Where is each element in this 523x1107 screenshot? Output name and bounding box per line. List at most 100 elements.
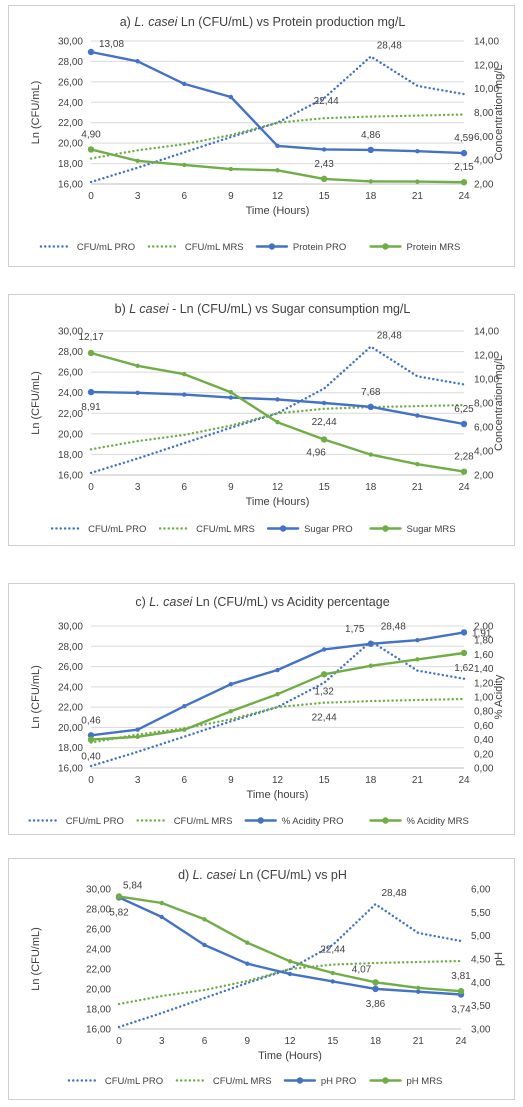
data-point <box>159 900 164 906</box>
y2-tick-label: 14,00 <box>474 327 499 338</box>
data-point <box>287 959 293 964</box>
x-tick-label: 21 <box>412 775 424 786</box>
data-point <box>367 640 374 647</box>
data-point <box>368 179 373 184</box>
y2-tick-label: 5,50 <box>471 908 491 919</box>
data-point <box>87 48 95 56</box>
series-line-cfu-ml-mrs <box>89 113 466 160</box>
y2-tick-label: 12,00 <box>474 351 499 362</box>
data-label: 1,32 <box>314 686 334 697</box>
data-point <box>275 667 280 673</box>
y-tick-label: 18,00 <box>58 743 83 754</box>
data-point <box>457 988 465 995</box>
y-tick-label: 28,00 <box>58 57 83 68</box>
legend-entry: % Acidity MRS <box>407 816 469 827</box>
y2-tick-label: 10,00 <box>474 84 499 95</box>
data-point <box>275 420 280 425</box>
data-label: 28,48 <box>377 41 402 52</box>
data-point <box>182 372 187 377</box>
y2-tick-label: 8,00 <box>474 108 494 119</box>
y2-tick-label: 6,00 <box>474 132 494 143</box>
legend-entry: CFU/mL MRS <box>174 816 233 827</box>
y2-tick-label: 1,60 <box>474 650 494 661</box>
legend-entry: CFU/mL MRS <box>185 242 244 253</box>
data-point <box>320 671 328 678</box>
y2-tick-label: 6,00 <box>474 423 494 434</box>
data-point <box>367 146 374 154</box>
legend-entry: CFU/mL MRS <box>213 1076 272 1087</box>
data-point <box>415 462 420 467</box>
data-point <box>135 734 140 739</box>
legend-marker <box>382 817 389 824</box>
data-point <box>416 989 421 994</box>
y2-tick-label: 1,20 <box>474 678 494 689</box>
y-tick-label: 18,00 <box>58 159 83 170</box>
data-point <box>415 149 420 154</box>
x-tick-label: 12 <box>272 775 284 786</box>
y-tick-label: 22,00 <box>58 118 83 129</box>
y2-tick-label: 0,60 <box>474 721 494 732</box>
title-prefix: b) <box>115 302 130 316</box>
title-italic: L. casei <box>149 595 193 609</box>
data-label: 2,28 <box>454 452 474 463</box>
y-tick-label: 30,00 <box>58 327 83 338</box>
data-label: 22,44 <box>312 417 337 428</box>
data-label: 3,86 <box>366 999 386 1010</box>
series-line-cfu-ml-pro <box>117 903 463 1029</box>
chart-panel-a: a) L. casei Ln (CFU/mL) vs Protein produ… <box>8 5 515 267</box>
x-tick-label: 18 <box>365 191 377 202</box>
data-label: 1,91 <box>472 628 492 639</box>
title-italic: L. casei <box>134 15 178 29</box>
y-axis-label: Ln (CFU/mL) <box>30 927 42 991</box>
data-point <box>460 468 468 475</box>
title-rest: Ln (CFU/mL) vs pH <box>236 868 347 882</box>
data-point <box>372 985 379 993</box>
data-point <box>228 395 234 400</box>
data-point <box>460 179 468 186</box>
title-rest: - Ln (CFU/mL) vs Sugar consumption mg/L <box>169 302 411 316</box>
x-tick-label: 3 <box>159 1036 165 1047</box>
chart-panel-d: d) L. casei Ln (CFU/mL) vs pH 16,00 18,00 2… <box>8 858 515 1100</box>
data-point <box>135 59 140 64</box>
x-tick-label: 0 <box>88 775 94 786</box>
data-point <box>202 942 207 948</box>
y-tick-label: 30,00 <box>58 622 83 633</box>
data-point <box>228 166 234 172</box>
y-tick-label: 24,00 <box>58 388 83 399</box>
data-label: 4,90 <box>81 129 101 140</box>
y-tick-label: 26,00 <box>86 925 111 936</box>
y-tick-label: 24,00 <box>86 945 111 956</box>
y-tick-label: 20,00 <box>58 429 83 440</box>
y2-tick-label: 4,00 <box>471 978 491 989</box>
data-label: 2,43 <box>314 159 334 170</box>
data-point <box>415 657 420 662</box>
y2-tick-label: 12,00 <box>474 60 499 71</box>
series-line-cfu-ml-mrs <box>117 959 463 1006</box>
x-tick-label: 9 <box>228 482 234 493</box>
y2-tick-label: 1,00 <box>474 693 494 704</box>
y-tick-label: 20,00 <box>58 139 83 150</box>
data-label: 28,48 <box>381 621 406 632</box>
series-line-ph-pro <box>117 896 463 996</box>
data-point <box>115 893 123 900</box>
legend-entry: CFU/mL PRO <box>77 242 135 253</box>
data-point <box>460 420 468 428</box>
y2-tick-label: 4,50 <box>471 955 491 966</box>
x-tick-label: 15 <box>319 191 331 202</box>
data-point <box>87 388 95 396</box>
data-point <box>460 649 468 657</box>
y-tick-label: 30,00 <box>86 885 111 896</box>
chart-title: c) L. casei Ln (CFU/mL) vs Acidity perce… <box>135 595 389 609</box>
data-label: 5,84 <box>123 880 143 891</box>
y2-tick-label: 8,00 <box>474 399 494 410</box>
y-tick-label: 22,00 <box>58 409 83 420</box>
x-tick-label: 24 <box>455 1036 467 1047</box>
y-tick-label: 28,00 <box>58 347 83 358</box>
data-point <box>159 914 164 920</box>
chart-d-svg: d) L. casei Ln (CFU/mL) vs pH 16,00 18,00 2… <box>30 868 505 1087</box>
legend-marker <box>382 1077 389 1084</box>
data-label: 0,40 <box>81 752 101 763</box>
y2-tick-label: 6,00 <box>471 885 491 896</box>
data-label: 8,91 <box>81 402 101 413</box>
